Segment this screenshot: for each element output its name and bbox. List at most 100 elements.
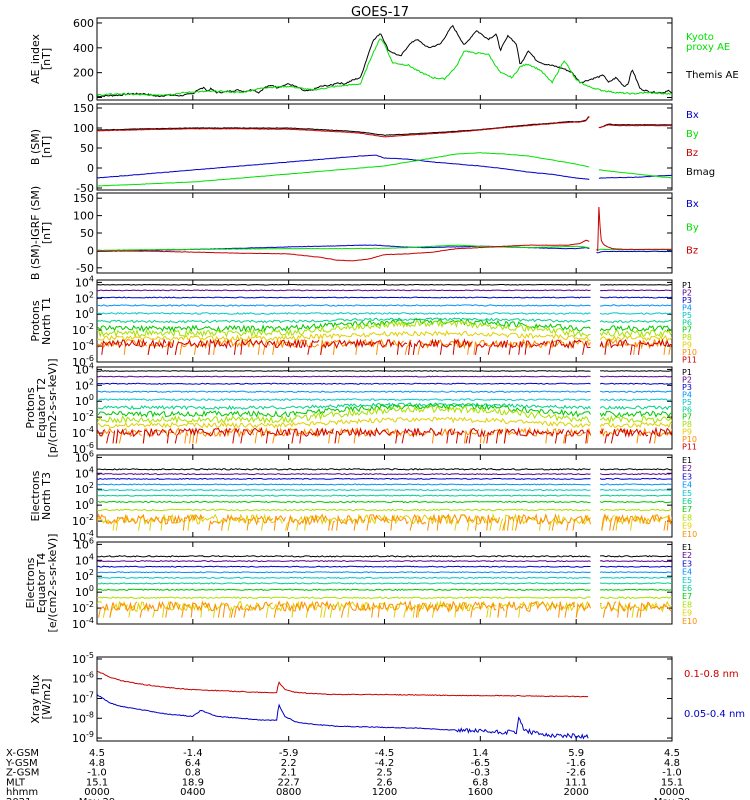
series-bsm-by: [97, 152, 672, 187]
series-e1-ch1: [97, 468, 672, 471]
y-axis-label: Equator T2: [35, 378, 48, 438]
series-e2-ch3: [97, 565, 672, 568]
x-row-label: MLT: [6, 777, 26, 788]
series-p1-ch8: [97, 319, 672, 339]
x-row-value: -0.3: [471, 768, 491, 779]
series-p1-ch7: [97, 318, 672, 333]
legend-entry: P5: [682, 398, 692, 407]
y-axis-label: Protons: [24, 387, 37, 428]
legend-entry: P7: [682, 326, 692, 335]
legend-entry: P9: [682, 341, 692, 350]
y-tick-label: 100: [75, 497, 94, 512]
series-e2-ch1: [97, 555, 672, 558]
y-tick-label: 10-5: [72, 651, 94, 666]
y-tick-label: 100: [73, 122, 94, 135]
legend-entry: P1: [682, 368, 692, 377]
legend-entry: E6: [682, 497, 692, 506]
legend-entry: P9: [682, 428, 692, 437]
y-tick-label: 100: [75, 306, 94, 321]
x-row-value: 1.4: [472, 748, 488, 759]
legend-entry: P8: [682, 333, 692, 342]
series-bsm-bx: [97, 154, 672, 180]
series-e1-ch7: [97, 500, 672, 504]
legend-entry: proxy AE: [686, 42, 730, 53]
y-tick-label: 150: [73, 192, 94, 205]
y-tick-label: 100: [75, 393, 94, 408]
legend-entry: E7: [682, 505, 692, 514]
legend-entry: P11: [682, 356, 697, 365]
legend-entry: E9: [682, 522, 692, 531]
x-row-value: 2000: [563, 787, 588, 798]
series-p2-ch3: [97, 382, 672, 385]
x-row-value: May 29: [79, 797, 116, 800]
series-e1-ch6: [97, 494, 672, 497]
y-tick-label: 400: [73, 42, 94, 55]
legend-entry: E1: [682, 543, 692, 552]
series-p1-ch6: [97, 317, 672, 324]
y-tick-label: 100: [73, 210, 94, 223]
x-row-value: -6.5: [471, 758, 491, 769]
series-p2-ch1: [97, 370, 672, 372]
legend-entry: Bx: [686, 110, 699, 121]
x-row-value: 0000: [659, 787, 684, 798]
y-tick-label: 150: [73, 102, 94, 115]
legend-entry: P3: [682, 296, 692, 305]
y-tick-label: -50: [76, 182, 94, 195]
legend-entry: E3: [682, 559, 692, 568]
x-row-value: 4.8: [89, 758, 105, 769]
legend-entry: 0.05-0.4 nm: [684, 709, 745, 720]
panel-xray: 10-9 10-8 10-7 10-6 10-5 Xray flux[W/m2] 0.1-0…: [29, 651, 745, 745]
legend-entry: P11: [682, 443, 697, 452]
series-p2-ch11: [97, 426, 672, 444]
legend-entry: P10: [682, 435, 697, 444]
legend-entry: E5: [682, 576, 692, 585]
series-p1-ch2: [97, 289, 672, 292]
legend-entry: Bz: [686, 246, 698, 257]
y-tick-label: 10-7: [72, 691, 94, 706]
y-axis-label: Xray flux: [29, 674, 42, 724]
legend-entry: P7: [682, 413, 692, 422]
y-axis-label: B (SM)-IGRF (SM): [29, 186, 42, 280]
series-e2-ch5: [97, 576, 672, 579]
y-axis-label: North T3: [40, 472, 53, 520]
x-row-value: -4.2: [375, 758, 395, 769]
y-tick-label: 10-8: [72, 710, 94, 725]
legend-entry: By: [686, 222, 699, 233]
series-p1-ch11: [97, 338, 672, 355]
x-row-value: 15.1: [661, 777, 683, 788]
legend-entry: E8: [682, 600, 692, 609]
panel-bsm: -50 0 50 100 150 B (SM)[nT] Bx By Bz Bmag: [29, 102, 715, 195]
legend-entry: By: [686, 129, 699, 140]
panel-bdiff: -50 0 50 100 150 B (SM)-IGRF (SM)[nT] Bx By Bz: [29, 186, 699, 280]
x-row-value: 4.5: [89, 748, 105, 759]
y-tick-label: 104: [75, 552, 94, 567]
series-p1-ch9: [97, 329, 672, 342]
series-e1-ch4: [97, 483, 672, 486]
legend-entry: 0.1-0.8 nm: [684, 669, 739, 680]
series-ae-themis-ae: [97, 24, 672, 98]
y-axis-label: [nT]: [40, 222, 53, 244]
y-tick-label: 0: [87, 244, 94, 257]
y-tick-label: 0: [87, 92, 94, 105]
y-tick-label: 10-2: [72, 513, 94, 528]
legend-entry: P4: [682, 303, 692, 312]
legend-bdiff: Bx By Bz: [686, 199, 699, 257]
y-tick-label: 100: [75, 584, 94, 599]
legend-xray: 0.1-0.8 nm 0.05-0.4 nm: [684, 669, 745, 720]
x-row-value: 2.2: [281, 758, 297, 769]
x-row-label: Y-GSM: [5, 758, 38, 769]
x-row-value: 11.1: [565, 777, 587, 788]
x-row-value: 6.4: [185, 758, 201, 769]
x-row-label: X-GSM: [6, 748, 39, 759]
y-axis-label: Equator T4: [35, 553, 48, 613]
x-row-value: 5.9: [568, 748, 584, 759]
x-row-value: 2.6: [377, 777, 393, 788]
series-ae-kyoto-proxy-ae: [97, 38, 672, 97]
y-tick-label: 104: [75, 465, 94, 480]
legend-entry: P6: [682, 405, 692, 414]
